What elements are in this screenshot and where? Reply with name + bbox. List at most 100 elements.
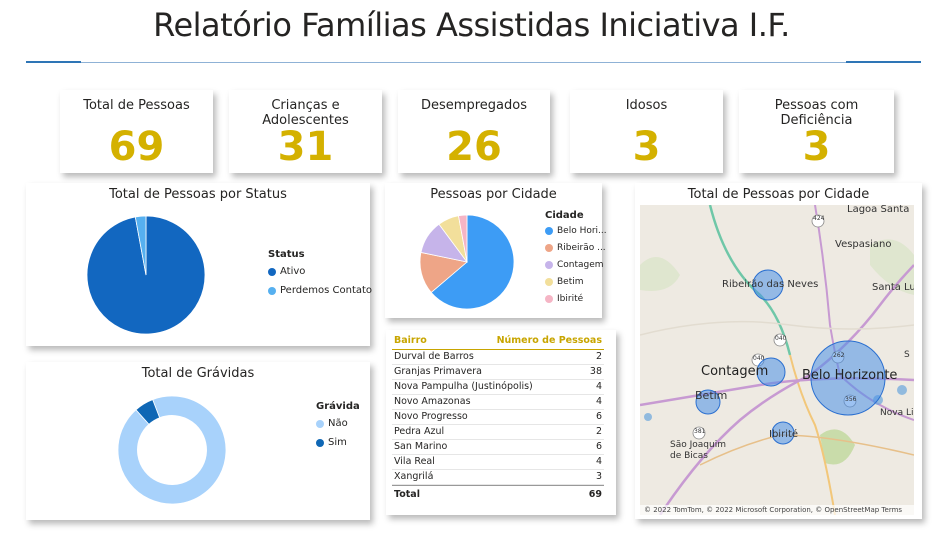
slice-ibirit-[interactable] <box>458 214 468 263</box>
cell-numero: 4 <box>595 396 602 407</box>
legend-dot <box>316 419 324 428</box>
map-road-424: 424 <box>813 215 825 222</box>
legend-dot <box>545 278 553 286</box>
legend-item-ribeirao[interactable]: Ribeirão ... <box>545 243 607 253</box>
table-row[interactable]: Pedra Azul 2 <box>392 425 604 440</box>
kpi-card-idosos[interactable]: Idosos 3 <box>570 90 723 173</box>
table-total-row: Total 69 <box>392 485 604 503</box>
total-label: Total <box>394 489 420 500</box>
map-label-contagem: Contagem <box>701 364 769 379</box>
slice-sim[interactable] <box>135 399 161 425</box>
gravidas-donut-visual[interactable]: Total de Grávidas Grávida Não Sim <box>26 362 370 520</box>
legend-item-contagem[interactable]: Contagem <box>545 260 607 270</box>
gravidas-donut-chart[interactable] <box>117 395 227 505</box>
bairro-table[interactable]: Bairro Número de Pessoas Durval de Barro… <box>392 334 604 503</box>
table-row[interactable]: Xangrilá 3 <box>392 470 604 485</box>
map-road-040a: 040 <box>775 335 787 342</box>
cell-bairro: Vila Real <box>394 456 435 467</box>
map-visual[interactable]: Total de Pessoas por Cidade <box>635 183 922 519</box>
kpi-label: Total de Pessoas <box>83 98 190 113</box>
cidade-pie-visual[interactable]: Pessoas por Cidade Cidade Belo Hori... R… <box>385 183 607 318</box>
legend-dot <box>545 261 553 269</box>
legend-dot <box>545 295 553 303</box>
cell-bairro: Durval de Barros <box>394 351 474 362</box>
legend-label: Ibirité <box>557 294 584 304</box>
map-label-sao-joaquim: São Joaquim de Bicas <box>670 440 726 461</box>
kpi-card-criancas[interactable]: Crianças e Adolescentes 31 <box>229 90 382 173</box>
map-label-sabara: S <box>904 350 910 360</box>
map-road-381: 381 <box>694 428 706 435</box>
status-legend: Status Ativo Perdemos Contato <box>268 249 372 304</box>
legend-label: Perdemos Contato <box>280 285 373 296</box>
legend-title: Cidade <box>545 210 584 221</box>
cell-numero: 3 <box>595 471 602 482</box>
legend-item-ativo[interactable]: Ativo <box>268 266 372 277</box>
legend-item-belo-horizonte[interactable]: Belo Hori... <box>545 226 607 236</box>
title-rule-right <box>846 61 921 63</box>
map-label-ribeirao: Ribeirão das Neves <box>722 279 819 290</box>
cell-bairro: Nova Pampulha (Justinópolis) <box>394 381 533 392</box>
column-header-bairro[interactable]: Bairro <box>394 335 427 346</box>
bairro-table-visual[interactable]: Bairro Número de Pessoas Durval de Barro… <box>386 330 616 515</box>
page-title: Relatório Famílias Assistidas Iniciativa… <box>153 6 790 44</box>
title-rule-center <box>81 62 846 63</box>
map-attribution[interactable]: © 2022 TomTom, © 2022 Microsoft Corporat… <box>640 505 914 515</box>
legend-item-sim[interactable]: Sim <box>316 437 360 448</box>
kpi-card-desempregados[interactable]: Desempregados 26 <box>398 90 550 173</box>
table-row[interactable]: Vila Real 4 <box>392 455 604 470</box>
legend-item-ibirite[interactable]: Ibirité <box>545 294 607 304</box>
legend-item-perdemos-contato[interactable]: Perdemos Contato <box>268 285 372 296</box>
kpi-label: Idosos <box>625 98 668 113</box>
cell-bairro: San Marino <box>394 441 448 452</box>
kpi-value: 31 <box>277 124 334 170</box>
map-label-ibirite: Ibirité <box>769 429 799 440</box>
cell-numero: 2 <box>595 351 602 362</box>
title-rule-left <box>26 61 81 63</box>
gravidas-legend: Grávida Não Sim <box>316 401 360 456</box>
bubble-ibirite <box>771 421 795 445</box>
legend-item-nao[interactable]: Não <box>316 418 360 429</box>
bubble-contagem <box>756 357 786 387</box>
legend-dot <box>545 244 553 252</box>
table-row[interactable]: Granjas Primavera 38 <box>392 365 604 380</box>
bubble-betim <box>695 389 721 415</box>
legend-dot <box>545 227 553 235</box>
map-bubbles[interactable] <box>640 205 914 515</box>
legend-item-betim[interactable]: Betim <box>545 277 607 287</box>
table-row[interactable]: San Marino 6 <box>392 440 604 455</box>
table-row[interactable]: Nova Pampulha (Justinópolis) 4 <box>392 380 604 395</box>
map-label-santa-luzia: Santa Luz <box>872 282 914 293</box>
table-row[interactable]: Durval de Barros 2 <box>392 350 604 365</box>
kpi-card-deficiencia[interactable]: Pessoas com Deficiência 3 <box>739 90 894 173</box>
cell-numero: 38 <box>589 366 602 377</box>
cell-numero: 2 <box>595 426 602 437</box>
table-header: Bairro Número de Pessoas <box>392 334 604 350</box>
kpi-value: 69 <box>108 124 165 170</box>
map-canvas[interactable]: Lagoa Santa Vespasiano Ribeirão das Neve… <box>640 205 914 515</box>
cell-numero: 4 <box>595 381 602 392</box>
cell-bairro: Novo Amazonas <box>394 396 471 407</box>
bubble-ribeirao-das-neves <box>752 269 784 301</box>
kpi-label: Pessoas com Deficiência <box>774 98 859 128</box>
cell-bairro: Pedra Azul <box>394 426 445 437</box>
status-pie-chart[interactable] <box>86 215 206 335</box>
kpi-value: 3 <box>632 124 661 170</box>
slice-perdemos-contato[interactable] <box>134 215 147 276</box>
cell-bairro: Granjas Primavera <box>394 366 482 377</box>
cidade-pie-chart[interactable] <box>419 214 515 310</box>
legend-title: Status <box>268 249 305 260</box>
table-row[interactable]: Novo Progresso 6 <box>392 410 604 425</box>
kpi-label: Crianças e Adolescentes <box>262 98 349 128</box>
map-label-belo-horizonte: Belo Horizonte <box>802 368 898 383</box>
cell-numero: 6 <box>595 441 602 452</box>
slice-n-o[interactable] <box>117 395 227 505</box>
column-header-numero[interactable]: Número de Pessoas <box>496 335 602 346</box>
kpi-card-total-pessoas[interactable]: Total de Pessoas 69 <box>60 90 213 173</box>
cell-numero: 4 <box>595 456 602 467</box>
slice-belo-hori-[interactable] <box>430 214 515 310</box>
legend-label: Contagem <box>557 260 604 270</box>
legend-label: Não <box>328 418 348 429</box>
table-row[interactable]: Novo Amazonas 4 <box>392 395 604 410</box>
status-pie-visual[interactable]: Total de Pessoas por Status Status Ativo… <box>26 183 372 346</box>
